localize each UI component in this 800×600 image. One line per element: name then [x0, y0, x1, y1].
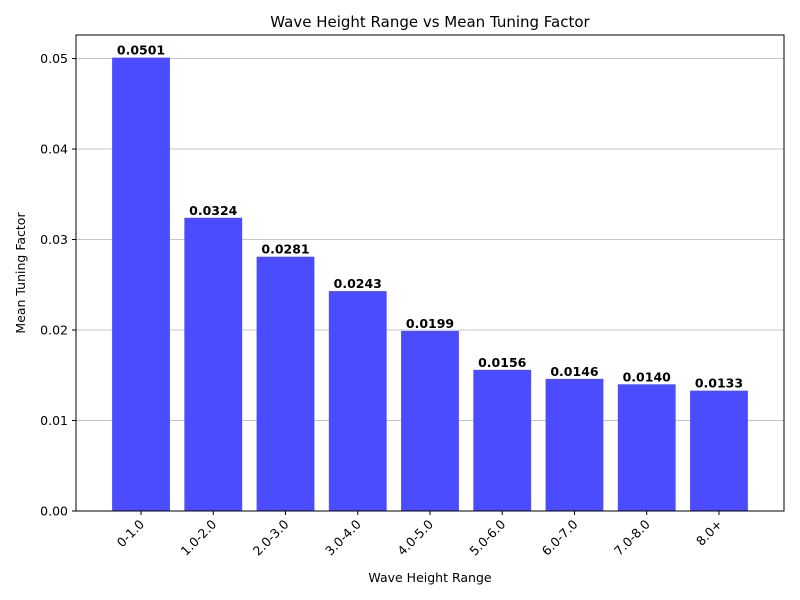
y-tick-label: 0.03	[40, 232, 68, 247]
x-tick-label: 2.0-3.0	[250, 516, 292, 558]
bar	[401, 330, 459, 511]
data-label: 0.0243	[334, 276, 382, 291]
bar	[690, 390, 748, 511]
x-tick-label: 5.0-6.0	[466, 516, 508, 558]
x-tick-label: 4.0-5.0	[394, 516, 436, 558]
data-label: 0.0140	[623, 369, 672, 384]
x-tick-label: 3.0-4.0	[322, 516, 364, 558]
data-label: 0.0501	[117, 43, 165, 58]
x-tick-label: 8.0+	[693, 517, 725, 549]
data-label: 0.0281	[261, 242, 309, 257]
x-tick-label: 1.0-2.0	[177, 516, 219, 558]
bar	[112, 57, 170, 512]
bar	[256, 256, 315, 511]
y-axis-label: Mean Tuning Factor	[13, 212, 28, 334]
chart-title: Wave Height Range vs Mean Tuning Factor	[270, 13, 590, 31]
x-axis-label: Wave Height Range	[368, 570, 492, 585]
x-tick-label: 6.0-7.0	[539, 516, 581, 558]
y-axis-ticks: 0.00 0.01 0.02 0.03 0.04 0.05	[40, 51, 76, 519]
bar	[473, 369, 532, 511]
data-label: 0.0199	[406, 316, 454, 331]
y-tick-label: 0.05	[40, 51, 68, 66]
bar	[328, 291, 387, 511]
y-tick-label: 0.00	[40, 504, 68, 519]
data-labels: 0.0501 0.0324 0.0281 0.0243 0.0199 0.0156 0.01…	[117, 43, 743, 391]
y-tick-label: 0.01	[40, 413, 68, 428]
data-label: 0.0133	[695, 376, 743, 391]
x-tick-label: 7.0-8.0	[611, 516, 653, 558]
data-label: 0.0146	[550, 364, 599, 379]
bar	[184, 217, 243, 512]
bars	[112, 57, 748, 512]
data-label: 0.0156	[478, 355, 527, 370]
y-tick-label: 0.02	[40, 323, 68, 338]
y-tick-label: 0.04	[40, 142, 68, 157]
bar	[617, 384, 676, 511]
x-tick-label: 0-1.0	[114, 516, 148, 550]
x-axis-ticks: 0-1.0 1.0-2.0 2.0-3.0 3.0-4.0 4.0-5.0 5.0-6.0…	[114, 511, 725, 558]
bar	[545, 378, 604, 511]
data-label: 0.0324	[189, 203, 238, 218]
